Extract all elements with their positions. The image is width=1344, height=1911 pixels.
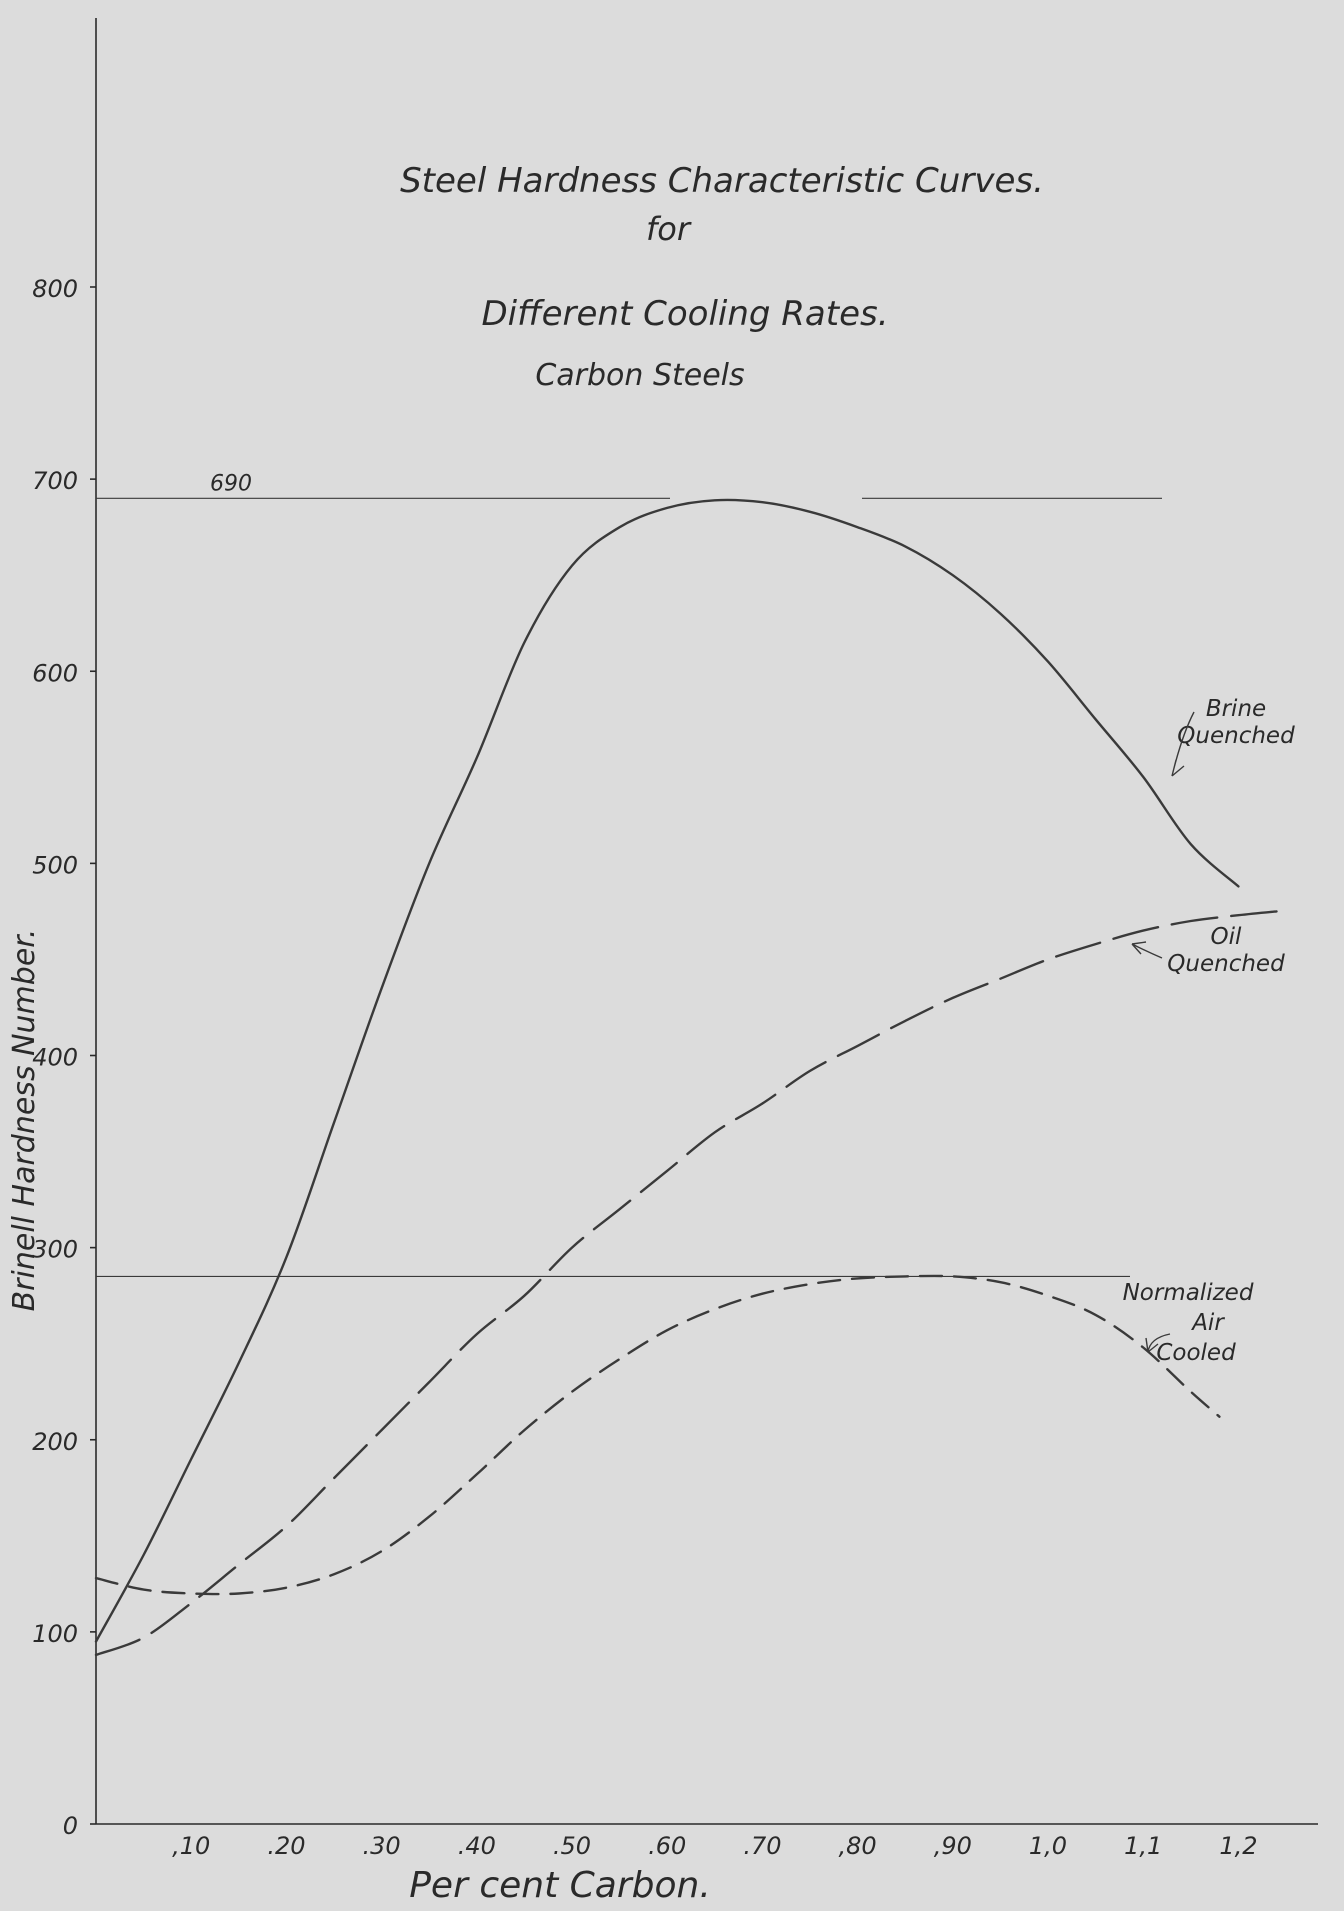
series-layer xyxy=(94,498,1278,1657)
x-tick-label: .50 xyxy=(553,1832,591,1860)
series-label-line: Quenched xyxy=(1167,951,1285,977)
x-tick-label: 1,0 xyxy=(1029,1832,1067,1860)
x-axis-label: Per cent Carbon. xyxy=(409,1865,711,1906)
x-tick-label: .60 xyxy=(648,1832,686,1860)
x-tick-label: .70 xyxy=(743,1832,781,1860)
chart-title-line-1: Steel Hardness Characteristic Curves. xyxy=(400,161,1044,201)
chart-title-line-2: for xyxy=(646,210,692,248)
y-tick-label: 800 xyxy=(32,275,78,303)
ticks-layer: 0 100 200 300 400 500 600 700 800 ,10 .20 .30 .40 .50… xyxy=(32,275,1257,1860)
x-tick-label: ,80 xyxy=(839,1832,877,1860)
y-tick-label: 200 xyxy=(32,1428,78,1456)
series-label-arrow xyxy=(1171,711,1195,777)
x-tick-label: 1,2 xyxy=(1219,1832,1257,1860)
y-tick-label: 0 xyxy=(63,1812,78,1840)
chart-title: Steel Hardness Characteristic Curves. fo… xyxy=(400,161,1044,393)
reference-lines-layer: 690 xyxy=(96,471,1162,1277)
x-tick-label: 1,1 xyxy=(1124,1832,1162,1860)
series-label-line: Oil xyxy=(1211,924,1242,950)
series-line-brine-quenched xyxy=(94,498,1240,1643)
series-label-line: Air xyxy=(1190,1310,1225,1336)
chart-title-line-3: Different Cooling Rates. xyxy=(481,294,888,334)
series-label-line: Quenched xyxy=(1177,723,1295,749)
x-tick-label: .40 xyxy=(458,1832,496,1860)
series-label-arrow xyxy=(1145,1333,1171,1353)
x-tick-label: ,90 xyxy=(934,1832,972,1860)
series-label-line: Normalized xyxy=(1123,1280,1254,1306)
x-tick-label: ,10 xyxy=(172,1832,210,1860)
series-line-normalized-air-cooled xyxy=(94,1274,1221,1596)
y-axis-label: Brinell Hardness Number. xyxy=(7,929,42,1312)
x-tick-label: .30 xyxy=(363,1832,401,1860)
series-label-line: Brine xyxy=(1206,696,1266,722)
y-tick-label: 600 xyxy=(32,659,78,687)
y-tick-label: 400 xyxy=(32,1044,78,1072)
y-tick-label: 500 xyxy=(32,851,78,879)
y-tick-label: 100 xyxy=(32,1620,78,1648)
y-tick-label: 700 xyxy=(32,467,78,495)
series-label-arrow xyxy=(1131,941,1163,959)
annotation-layer: BrineQuenchedOilQuenchedNormalizedAirCoo… xyxy=(1123,696,1296,1366)
chart-subtitle: Carbon Steels xyxy=(535,358,744,393)
series-label-line: Cooled xyxy=(1156,1340,1236,1366)
series-label-normalized-air-cooled: Normalized Air Cooled xyxy=(1123,1280,1254,1366)
y-tick-label: 300 xyxy=(32,1236,78,1264)
series-line-oil-quenched xyxy=(94,910,1278,1657)
reference-line-label: 690 xyxy=(210,471,252,496)
x-tick-label: .20 xyxy=(267,1832,305,1860)
